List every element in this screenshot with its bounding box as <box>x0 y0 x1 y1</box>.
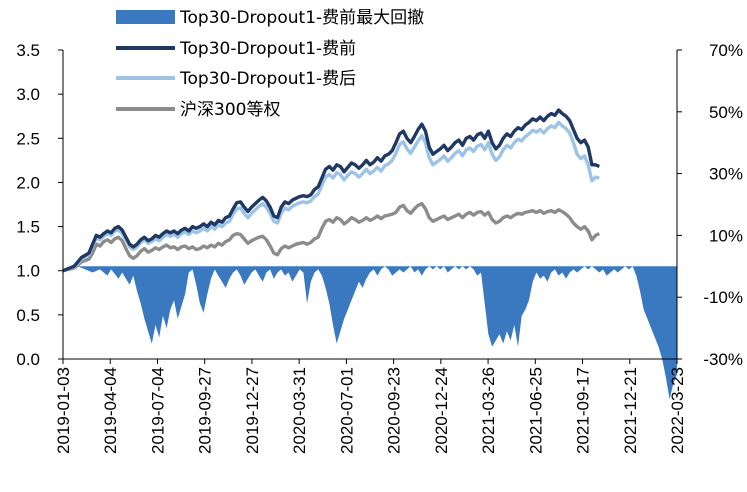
legend-label: Top30-Dropout1-费后 <box>179 69 356 89</box>
x-tick-label: 2019-04-04 <box>101 367 120 454</box>
axes: 0.0 0.5 1.0 1.5 2.0 2.5 3.0 3.5 -30% -10% 10% 30% 50… <box>16 41 743 454</box>
left-tick-label: 1.0 <box>16 262 40 281</box>
left-tick-label: 3.0 <box>16 85 40 104</box>
legend: Top30-Dropout1-费前最大回撤 Top30-Dropout1-费前 To… <box>116 8 424 120</box>
legend-swatch-area <box>116 10 175 24</box>
left-tick-label: 1.5 <box>16 218 40 237</box>
x-tick-label: 2020-07-01 <box>337 367 356 454</box>
x-tick-label: 2020-03-31 <box>290 367 309 454</box>
series-line-3 <box>62 201 601 273</box>
series-drawdown-area <box>63 266 677 400</box>
legend-label: Top30-Dropout1-费前 <box>179 39 356 59</box>
x-tick-label: 2019-12-27 <box>243 367 262 454</box>
right-tick-label: -10% <box>703 288 743 307</box>
x-tick-label: 2020-09-23 <box>385 367 404 454</box>
left-tick-label: 0.5 <box>16 306 40 325</box>
x-tick-label: 2021-12-21 <box>621 367 640 454</box>
legend-label: 沪深300等权 <box>180 100 280 120</box>
right-tick-label: -30% <box>703 350 743 369</box>
x-tick-label: 2021-06-25 <box>526 367 545 454</box>
legend-label: Top30-Dropout1-费前最大回撤 <box>179 8 424 28</box>
series-line-2 <box>62 120 600 273</box>
series-line-1 <box>62 108 601 273</box>
right-tick-label: 50% <box>709 103 743 122</box>
x-tick-label: 2022-03-23 <box>668 367 687 454</box>
x-tick-label: 2019-09-27 <box>196 367 215 454</box>
left-tick-label: 2.5 <box>16 129 40 148</box>
x-tick-label: 2019-07-04 <box>148 367 167 454</box>
x-tick-label: 2021-03-26 <box>479 367 498 454</box>
x-tick-label: 2019-01-03 <box>54 367 73 454</box>
left-tick-label: 3.5 <box>16 41 40 60</box>
plot-area <box>62 108 677 400</box>
left-tick-label: 2.0 <box>16 173 40 192</box>
right-tick-label: 10% <box>709 226 743 245</box>
x-tick-label: 2021-09-17 <box>574 367 593 454</box>
right-tick-label: 30% <box>709 165 743 184</box>
right-tick-label: 70% <box>709 41 743 60</box>
x-tick-label: 2020-12-24 <box>432 367 451 454</box>
left-tick-label: 0.0 <box>16 350 40 369</box>
